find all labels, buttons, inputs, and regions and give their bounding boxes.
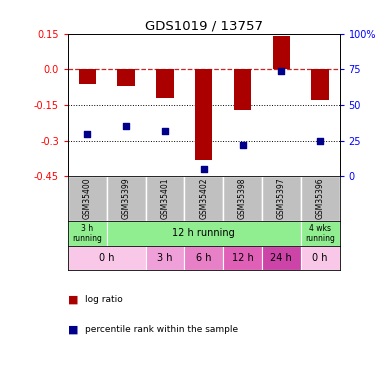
Bar [312, 69, 329, 100]
Point [239, 142, 246, 148]
Text: 0 h: 0 h [312, 253, 328, 263]
Point [84, 130, 90, 136]
Point [317, 138, 323, 144]
Text: GSM35398: GSM35398 [238, 177, 247, 219]
Bar [223, 176, 262, 221]
Text: 12 h: 12 h [232, 253, 253, 263]
Point [201, 166, 207, 172]
Text: percentile rank within the sample: percentile rank within the sample [85, 326, 239, 334]
Bar [68, 246, 146, 270]
Bar [273, 36, 290, 69]
Text: 24 h: 24 h [270, 253, 292, 263]
Text: ■: ■ [68, 295, 78, 305]
Bar [301, 221, 340, 246]
Text: GSM35402: GSM35402 [199, 177, 208, 219]
Text: ■: ■ [68, 325, 78, 335]
Bar [78, 69, 96, 84]
Point [278, 68, 284, 74]
Bar [68, 221, 107, 246]
Point [123, 123, 129, 129]
Text: GSM35401: GSM35401 [160, 177, 170, 219]
Bar [301, 246, 340, 270]
Bar [234, 69, 251, 110]
Text: GSM35399: GSM35399 [121, 177, 131, 219]
Bar [195, 69, 213, 160]
Bar [68, 176, 107, 221]
Text: 4 wks
running: 4 wks running [305, 224, 335, 243]
Text: GSM35396: GSM35396 [315, 177, 325, 219]
Text: 0 h: 0 h [99, 253, 114, 263]
Bar [223, 246, 262, 270]
Title: GDS1019 / 13757: GDS1019 / 13757 [145, 20, 263, 33]
Bar [301, 176, 340, 221]
Bar [146, 246, 184, 270]
Bar [184, 176, 223, 221]
Text: GSM35400: GSM35400 [83, 177, 92, 219]
Bar [262, 176, 301, 221]
Bar [262, 246, 301, 270]
Bar [117, 69, 135, 86]
Text: 12 h running: 12 h running [172, 228, 235, 238]
Text: 6 h: 6 h [196, 253, 211, 263]
Text: 3 h
running: 3 h running [73, 224, 102, 243]
Text: log ratio: log ratio [85, 296, 123, 304]
Text: GSM35397: GSM35397 [277, 177, 286, 219]
Bar [146, 176, 184, 221]
Bar [184, 246, 223, 270]
Point [162, 128, 168, 134]
Bar [107, 176, 146, 221]
Text: 3 h: 3 h [157, 253, 173, 263]
Bar [107, 221, 301, 246]
Bar [156, 69, 174, 98]
